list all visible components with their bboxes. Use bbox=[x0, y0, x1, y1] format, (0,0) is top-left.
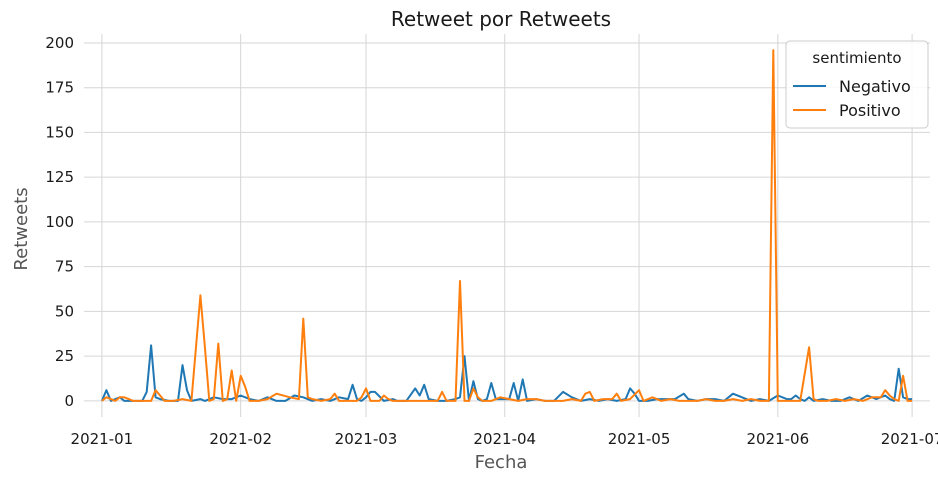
y-axis-ticks: 0 25 50 75 100 125 150 175 200 bbox=[45, 34, 74, 410]
x-tick-label: 2021-05 bbox=[608, 430, 671, 448]
y-tick-label: 75 bbox=[55, 258, 74, 276]
x-tick-label: 2021-07 bbox=[881, 430, 938, 448]
legend: sentimiento Negativo Positivo bbox=[785, 40, 929, 129]
x-tick-label: 2021-04 bbox=[473, 430, 536, 448]
y-tick-label: 150 bbox=[45, 123, 74, 141]
chart-title: Retweet por Retweets bbox=[391, 7, 611, 31]
series-line-negativo bbox=[100, 344, 913, 402]
series-line-positivo bbox=[101, 49, 913, 402]
y-tick-label: 0 bbox=[64, 392, 74, 410]
y-axis-title: Retweets bbox=[11, 187, 32, 270]
grid bbox=[84, 34, 930, 417]
y-tick-label: 50 bbox=[55, 302, 74, 320]
legend-items: Negativo Positivo bbox=[793, 77, 911, 120]
series-lines bbox=[100, 49, 913, 402]
y-tick-label: 25 bbox=[55, 347, 74, 365]
legend-label: Negativo bbox=[839, 77, 911, 96]
x-tick-label: 2021-02 bbox=[209, 430, 272, 448]
y-tick-label: 200 bbox=[45, 34, 74, 52]
y-tick-label: 125 bbox=[45, 168, 74, 186]
legend-title: sentimiento bbox=[812, 49, 901, 67]
x-axis-title: Fecha bbox=[475, 452, 528, 473]
x-axis-ticks: 2021-01 2021-02 2021-03 2021-04 2021-05 2021-… bbox=[71, 430, 938, 448]
legend-label: Positivo bbox=[839, 101, 901, 120]
x-tick-label: 2021-01 bbox=[71, 430, 134, 448]
y-tick-label: 100 bbox=[45, 213, 74, 231]
legend-box bbox=[785, 40, 929, 129]
x-tick-label: 2021-06 bbox=[746, 430, 809, 448]
x-tick-label: 2021-03 bbox=[335, 430, 398, 448]
y-tick-label: 175 bbox=[45, 79, 74, 97]
